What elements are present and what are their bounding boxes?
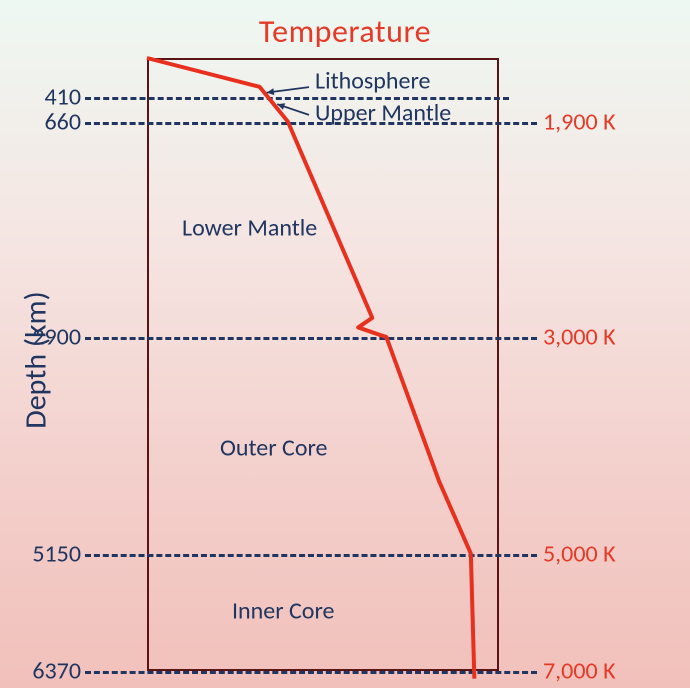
callout-arrow — [0, 0, 690, 688]
figure-root: { "title": { "text": "Temperature", "col… — [0, 0, 690, 688]
layer-label: Lower Mantle — [182, 214, 317, 243]
layer-label: Outer Core — [220, 433, 327, 462]
layer-label: Inner Core — [232, 597, 334, 626]
